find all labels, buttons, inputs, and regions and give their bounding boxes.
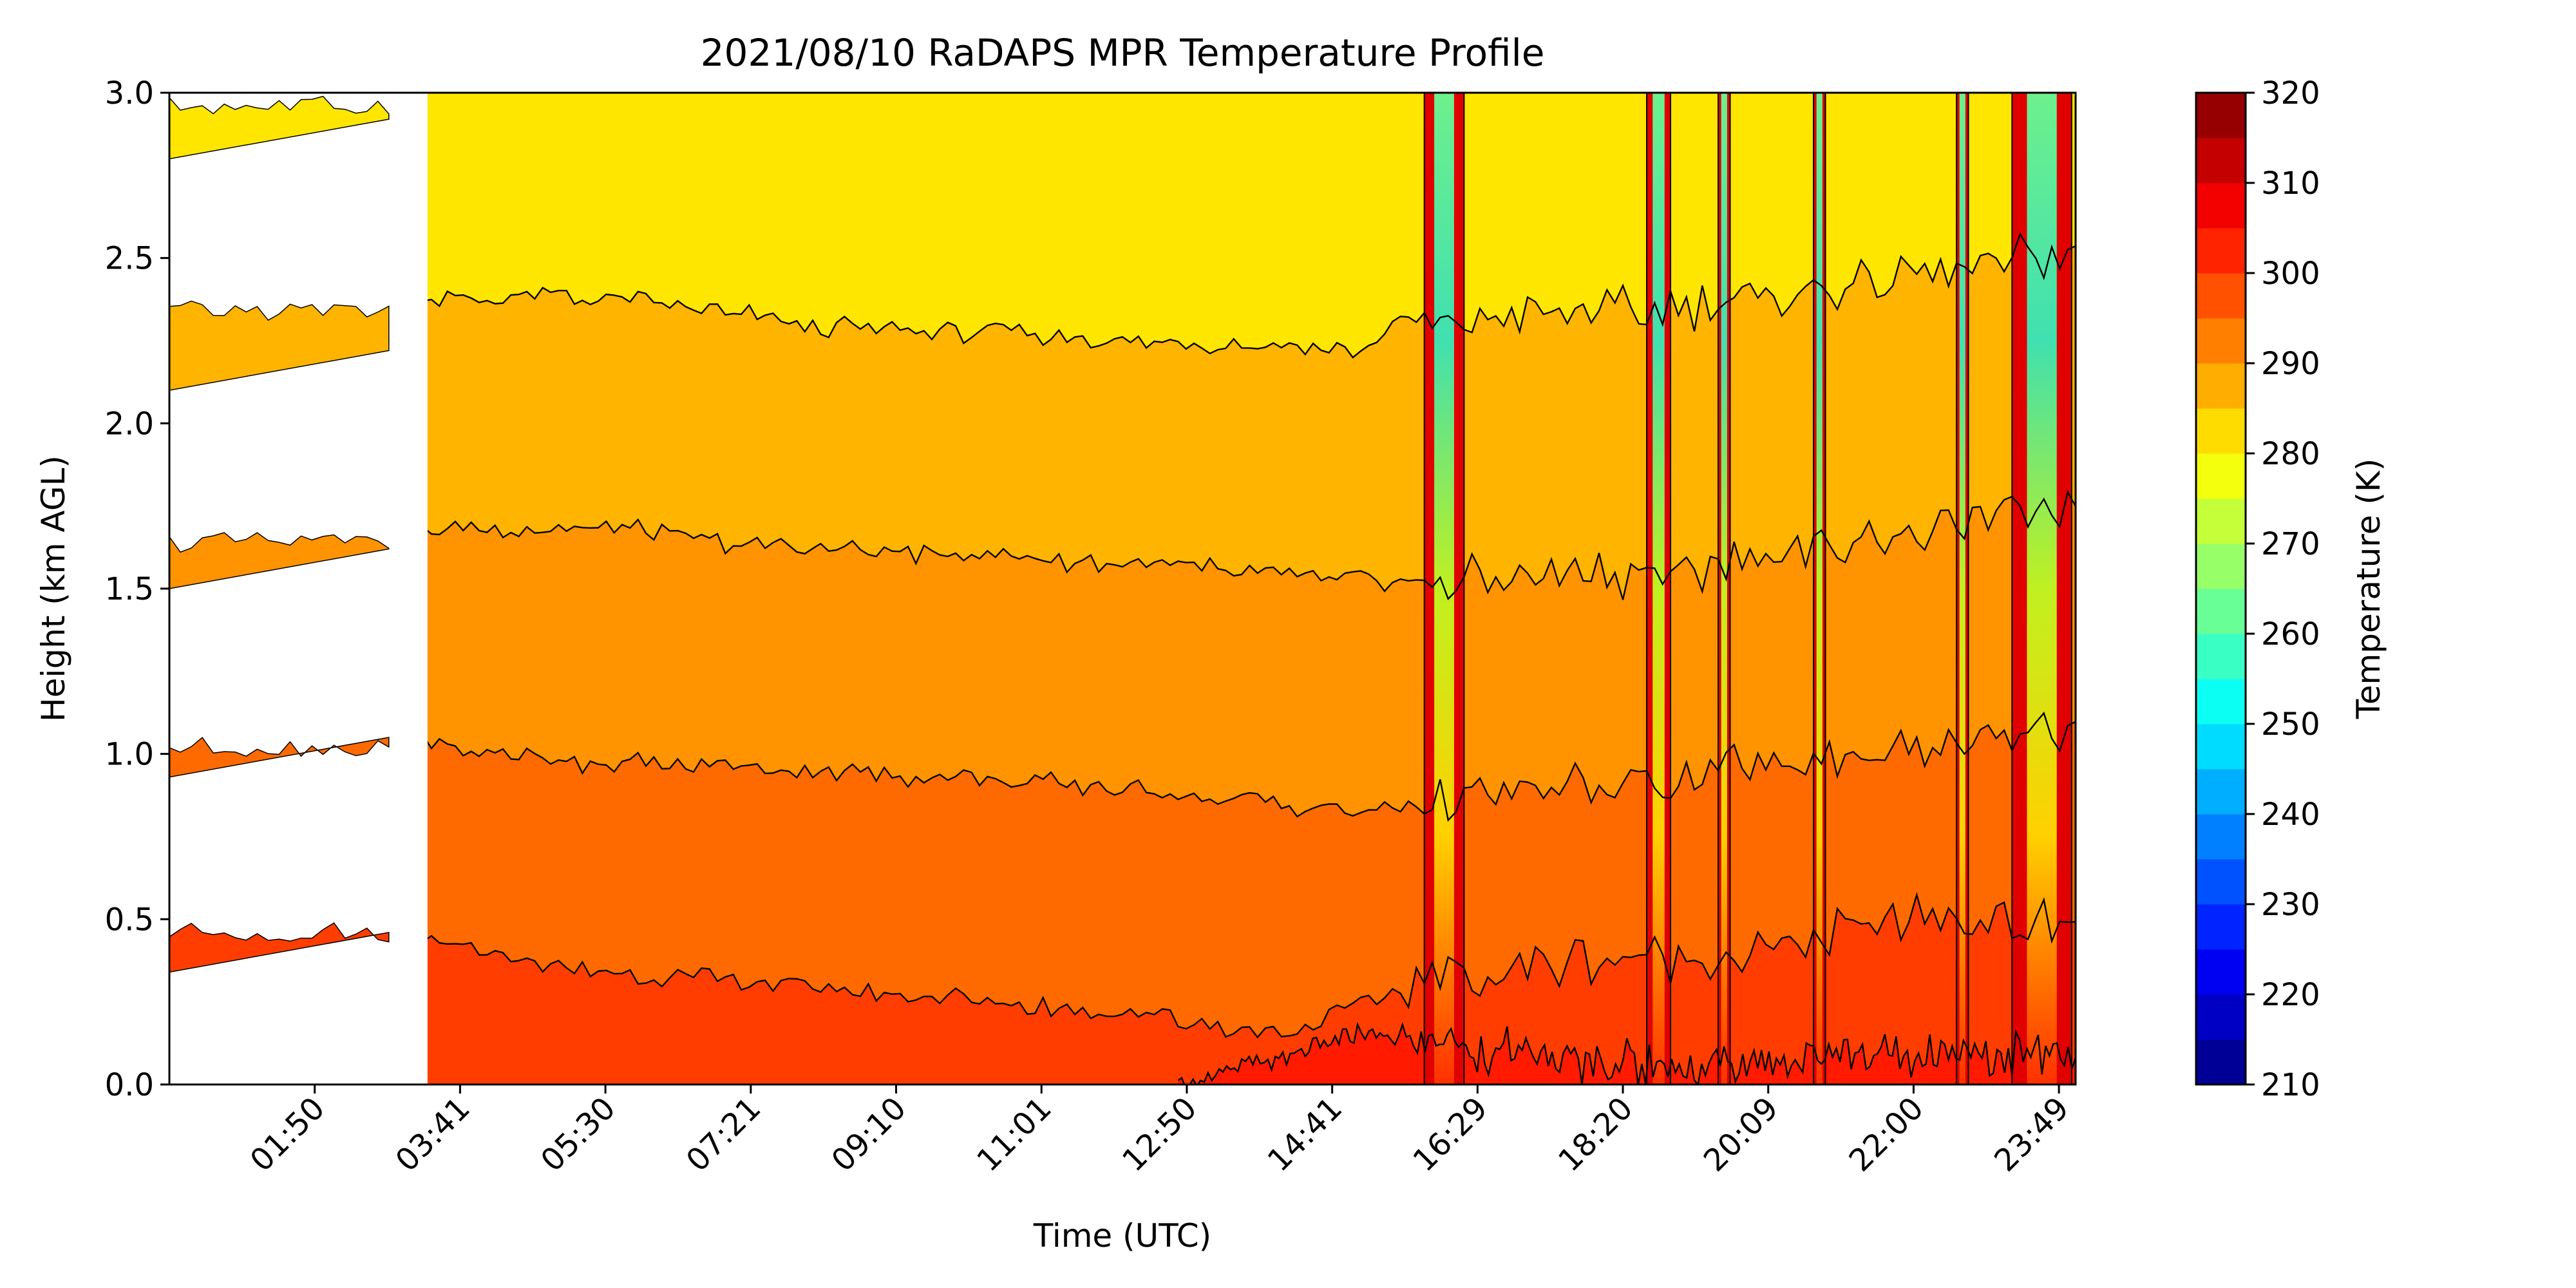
colorbar-segment-8 — [2196, 679, 2246, 724]
y-tick-label-4: 2.0 — [105, 406, 154, 442]
colorbar-segment-6 — [2196, 769, 2246, 815]
colorbar-segment-2 — [2196, 949, 2246, 995]
gap-strip-2 — [169, 532, 390, 589]
colorbar: 210 220 230 240 250 260 270 280 290 300 310 320 — [2195, 75, 2320, 1103]
colorbar-tick-label-1: 220 — [2261, 977, 2320, 1013]
colorbar-segment-12 — [2196, 498, 2246, 544]
y-tick-label-3: 1.5 — [105, 571, 154, 607]
colorbar-segment-13 — [2196, 453, 2246, 499]
colorbar-tick-label-0: 210 — [2261, 1067, 2320, 1103]
precip-event-core-5 — [2027, 93, 2057, 1084]
data-gap — [169, 93, 428, 1084]
x-axis-label: Time (UTC) — [1033, 1217, 1211, 1255]
colorbar-tick-label-3: 240 — [2261, 797, 2320, 833]
x-tick-label-1: 03:41 — [388, 1090, 477, 1179]
contour-t290 — [169, 489, 2076, 601]
y-axis-label: Height (km AGL) — [35, 455, 72, 722]
precip-event-outline-0 — [1423, 93, 1465, 1084]
x-tick-label-8: 16:29 — [1406, 1090, 1494, 1179]
x-tick-label-10: 20:09 — [1697, 1090, 1785, 1179]
precip-event-core-4 — [1959, 93, 1965, 1084]
x-tick-label-12: 23:49 — [1987, 1090, 2076, 1179]
colorbar-tick-label-6: 270 — [2261, 526, 2320, 562]
contour-t295 — [169, 711, 2076, 822]
colorbar-segment-17 — [2196, 273, 2246, 319]
y-tick-label-2: 1.0 — [105, 737, 154, 773]
gap-strip-3 — [169, 737, 390, 778]
precip-event-outline-3 — [1813, 93, 1826, 1084]
gap-strip-1 — [169, 300, 390, 391]
colorbar-segment-21 — [2196, 93, 2246, 138]
x-tick-label-6: 12:50 — [1115, 1090, 1204, 1179]
colorbar-tick-label-5: 260 — [2261, 616, 2320, 652]
contour-t285 — [169, 232, 2076, 359]
x-axis: 01:50 03:41 05:30 07:21 09:10 11:01 12:50 14:41… — [243, 1084, 2076, 1179]
colorbar-tick-label-2: 230 — [2261, 887, 2320, 923]
colorbar-tick-label-9: 300 — [2261, 256, 2320, 292]
colorbar-segment-15 — [2196, 363, 2246, 409]
y-tick-label-1: 0.5 — [105, 902, 154, 938]
y-tick-label-0: 0.0 — [105, 1067, 154, 1103]
colorbar-segment-0 — [2196, 1039, 2246, 1085]
colorbar-segment-16 — [2196, 318, 2246, 364]
colorbar-segment-11 — [2196, 544, 2246, 589]
precip-event-outline-2 — [1718, 93, 1731, 1084]
x-tick-label-11: 22:00 — [1842, 1090, 1930, 1179]
colorbar-tick-label-11: 320 — [2261, 75, 2320, 111]
colorbar-tick-label-10: 310 — [2261, 166, 2320, 202]
x-tick-label-4: 09:10 — [825, 1090, 913, 1179]
y-axis: 0.0 0.5 1.0 1.5 2.0 2.5 3.0 — [105, 75, 169, 1103]
chart-title: 2021/08/10 RaDAPS MPR Temperature Profil… — [701, 31, 1545, 75]
colorbar-segment-3 — [2196, 904, 2246, 950]
colorbar-segment-14 — [2196, 408, 2246, 454]
x-tick-label-7: 14:41 — [1261, 1090, 1349, 1179]
temperature-bands — [169, 93, 2076, 1084]
contour-t305 — [1177, 1021, 2076, 1084]
band-300-305 — [169, 895, 2076, 1084]
colorbar-segment-20 — [2196, 138, 2246, 184]
colorbar-segment-10 — [2196, 589, 2246, 634]
x-tick-label-5: 11:01 — [970, 1090, 1058, 1179]
x-tick-label-3: 07:21 — [679, 1090, 768, 1179]
contour-lines — [169, 232, 2076, 1084]
colorbar-frame — [2195, 91, 2247, 1086]
plot-area — [169, 93, 2076, 1084]
colorbar-segment-9 — [2196, 634, 2246, 679]
contour-t300 — [169, 891, 2076, 1039]
colorbar-segment-4 — [2196, 859, 2246, 905]
precip-event-core-3 — [1816, 93, 1823, 1084]
gap-strip-4 — [169, 922, 390, 973]
precip-event-outline-5 — [2011, 93, 2072, 1084]
gap-strip-0 — [169, 95, 390, 160]
band-305-310 — [1178, 1024, 2076, 1084]
precip-event-core-1 — [1653, 93, 1665, 1084]
colorbar-segment-1 — [2196, 994, 2246, 1040]
colorbar-label: Temperature (K) — [2350, 459, 2387, 719]
colorbar-segment-19 — [2196, 183, 2246, 229]
precip-event-outline-4 — [1956, 93, 1969, 1084]
colorbar-tick-label-4: 250 — [2261, 706, 2320, 743]
colorbar-segment-18 — [2196, 228, 2246, 274]
colorbar-segment-5 — [2196, 814, 2246, 860]
precip-event-core-2 — [1721, 93, 1727, 1084]
y-tick-label-5: 2.5 — [105, 241, 154, 277]
x-tick-label-9: 18:20 — [1551, 1090, 1640, 1179]
y-tick-label-6: 3.0 — [105, 75, 154, 111]
colorbar-tick-label-7: 280 — [2261, 436, 2320, 472]
x-tick-label-0: 01:50 — [243, 1090, 332, 1179]
gap-strips — [169, 95, 390, 973]
precip-event-outline-1 — [1646, 93, 1671, 1084]
x-tick-label-2: 05:30 — [534, 1090, 622, 1179]
colorbar-tick-label-8: 290 — [2261, 346, 2320, 382]
colorbar-segment-7 — [2196, 724, 2246, 770]
